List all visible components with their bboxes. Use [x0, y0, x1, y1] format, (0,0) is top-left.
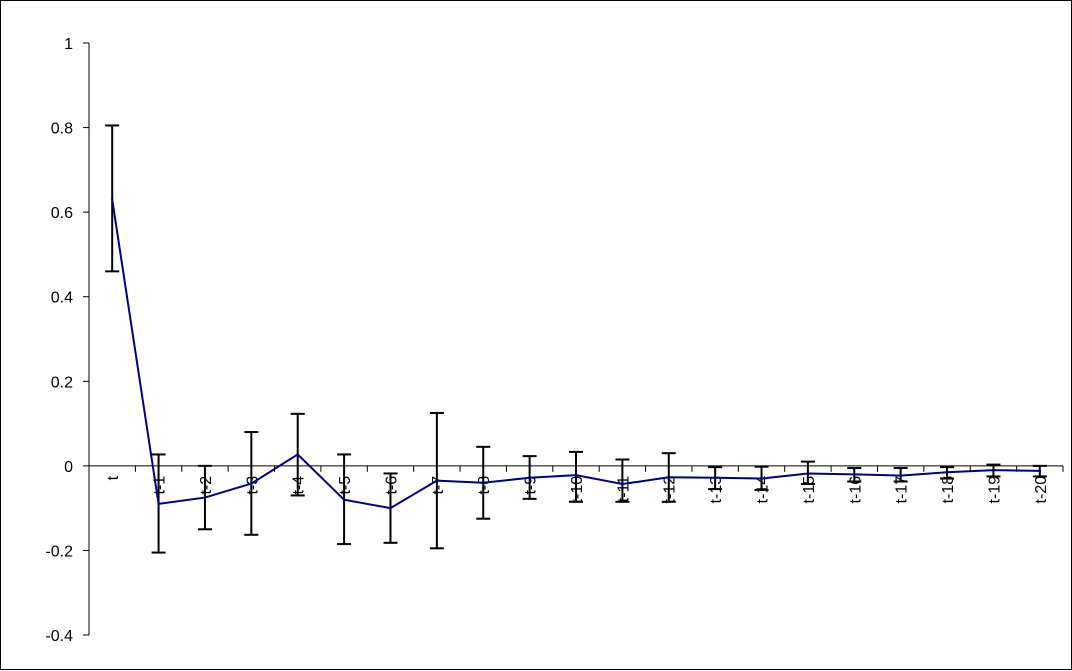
x-tick-label: t-11	[615, 476, 632, 502]
series-line-group	[110, 198, 1042, 510]
data-point	[853, 473, 856, 476]
x-tick-label: t-10	[569, 476, 586, 504]
y-tick-label: 0.4	[51, 290, 73, 307]
data-point	[203, 496, 207, 499]
data-point	[667, 476, 670, 479]
data-point	[435, 479, 439, 482]
x-tick-label: t-2	[198, 476, 215, 495]
data-point	[1038, 469, 1042, 473]
x-tick-label: t-17	[894, 476, 911, 504]
x-axis: t t-1 t-2 t-3 t-4 t-5 t-6 t-7 t-8 t-9 t-10 t-11 t-12…	[88, 465, 1064, 504]
data-point	[899, 474, 902, 477]
data-point	[621, 482, 624, 486]
y-tick-label: -0.4	[45, 628, 73, 645]
data-point	[945, 471, 949, 474]
data-point	[713, 476, 717, 479]
data-point	[389, 506, 392, 510]
x-tick-label: t-16	[847, 476, 864, 504]
x-tick-label: t-7	[430, 476, 447, 495]
data-point	[157, 502, 160, 506]
x-tick-label: t-15	[801, 476, 818, 504]
data-point	[806, 472, 810, 475]
x-tick-label: t-12	[662, 476, 679, 504]
data-point	[760, 477, 763, 480]
x-tick-label: t	[105, 475, 122, 480]
y-tick-label: 0.2	[51, 374, 73, 391]
data-point	[992, 468, 995, 472]
y-tick-label: 0	[64, 459, 73, 476]
y-tick-label: 1	[64, 36, 73, 53]
y-tick-label: 0.6	[51, 205, 73, 222]
x-tick-label: t-4	[291, 476, 308, 495]
x-tick-label: t-18	[940, 476, 957, 504]
data-point	[250, 482, 253, 485]
data-point	[574, 473, 578, 477]
data-point	[296, 453, 299, 456]
x-tick-label: t-9	[523, 476, 540, 495]
data-point	[342, 498, 346, 501]
x-tick-label: t-20	[1033, 476, 1050, 504]
x-tick-label: t-6	[383, 476, 400, 495]
y-axis: -0.4 -0.2 0 0.2 0.4 0.6 0.8 1	[45, 36, 90, 645]
error-bar	[569, 450, 583, 503]
y-tick-label: -0.2	[45, 543, 73, 560]
error-bar	[615, 458, 630, 503]
x-tick-label: t-5	[337, 476, 354, 495]
data-point	[528, 476, 531, 479]
data-point	[110, 198, 114, 201]
data-point	[482, 481, 485, 484]
x-tick-label: t-19	[986, 476, 1003, 504]
x-tick-label: t-8	[476, 476, 493, 495]
y-tick-label: 0.8	[51, 121, 73, 138]
